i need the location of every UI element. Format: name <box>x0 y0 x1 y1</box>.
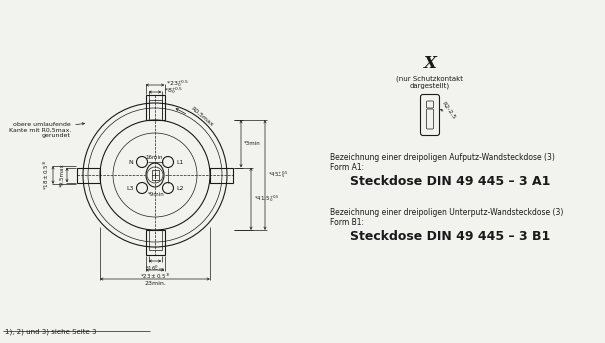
Text: L3: L3 <box>126 186 134 190</box>
Bar <box>148 100 162 120</box>
Text: Bezeichnung einer dreipoligen Aufputz-Wandsteckdose (3)
Form A1:: Bezeichnung einer dreipoligen Aufputz-Wa… <box>330 153 555 173</box>
Bar <box>145 230 165 255</box>
Text: obere umlaufende
Kante mit R0,5max.
gerundet: obere umlaufende Kante mit R0,5max. geru… <box>8 122 71 138</box>
Text: $*23\pm0.5^{3)}$: $*23\pm0.5^{3)}$ <box>140 272 171 281</box>
Text: L1: L1 <box>177 159 184 165</box>
Text: Steckdose DIN 49 445 – 3 A1: Steckdose DIN 49 445 – 3 A1 <box>350 175 551 188</box>
Bar <box>145 95 165 120</box>
Text: $*16^{0}_{-0.5}$: $*16^{0}_{-0.5}$ <box>145 263 165 274</box>
Bar <box>77 167 100 182</box>
Text: Steckdose DIN 49 445 – 3 B1: Steckdose DIN 49 445 – 3 B1 <box>350 230 551 243</box>
Text: $*8^{+0.5}_{0}$: $*8^{+0.5}_{0}$ <box>163 86 183 96</box>
Text: R2-2,5: R2-2,5 <box>441 100 457 120</box>
Text: (nur Schutzkontakt
dargestellt): (nur Schutzkontakt dargestellt) <box>396 75 463 89</box>
Text: *9,5max: *9,5max <box>60 163 65 187</box>
Text: *3min: *3min <box>244 141 261 146</box>
Bar <box>151 170 159 180</box>
Text: 1), 2) und 3) siehe Seite 3: 1), 2) und 3) siehe Seite 3 <box>5 329 97 335</box>
Text: *9min: *9min <box>148 192 165 197</box>
Text: $*41.5^{+0.5}_{0}$: $*41.5^{+0.5}_{0}$ <box>254 193 280 204</box>
Text: 16min.: 16min. <box>145 155 165 160</box>
Text: $*23^{+0.5}_{0}$: $*23^{+0.5}_{0}$ <box>166 79 190 90</box>
Bar <box>148 230 162 250</box>
Text: Bezeichnung einer dreipoligen Unterputz-Wandsteckdose (3)
Form B1:: Bezeichnung einer dreipoligen Unterputz-… <box>330 208 563 227</box>
Text: 23min.: 23min. <box>144 281 166 286</box>
Text: X: X <box>424 55 436 71</box>
Text: N: N <box>129 159 134 165</box>
Text: $*45^{+0.5}_{-5}$: $*45^{+0.5}_{-5}$ <box>268 169 289 180</box>
Text: L2: L2 <box>177 186 184 190</box>
Text: R0,5max: R0,5max <box>190 106 214 128</box>
Bar <box>210 167 233 182</box>
Text: $*18\pm0.5^{3)}$: $*18\pm0.5^{3)}$ <box>42 159 51 190</box>
